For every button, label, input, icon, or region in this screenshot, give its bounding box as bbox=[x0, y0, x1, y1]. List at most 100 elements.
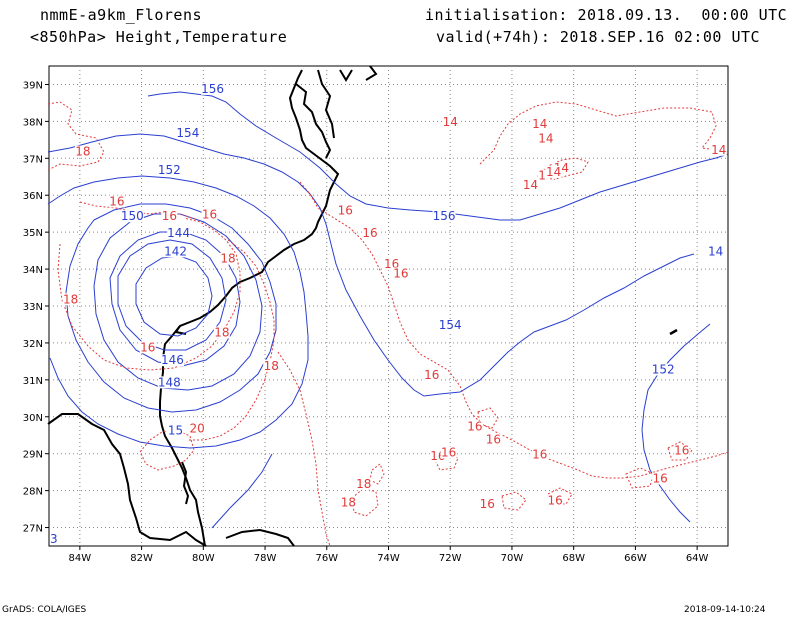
height-contour-label: 148 bbox=[158, 375, 181, 389]
height-labels: 156 154 152 150 144 142 146 148 15 156 154 152 14 bbox=[120, 82, 724, 437]
temperature-contour-label: 16 bbox=[109, 194, 124, 208]
temperature-contour-label: 18 bbox=[356, 477, 371, 491]
height-contour-label-bg bbox=[120, 210, 144, 223]
temperature-contour-label: 20 bbox=[190, 422, 205, 436]
temp-contour-18-east bbox=[188, 239, 275, 441]
height-contour-152 bbox=[47, 175, 309, 449]
height-contour-label: 150 bbox=[121, 209, 144, 223]
lon-tick-label: 68W bbox=[562, 553, 585, 564]
temperature-contour-label: 14 bbox=[523, 178, 538, 192]
temp-contour-16-isl-2 bbox=[433, 451, 459, 471]
temperature-contour-label: 14 bbox=[538, 132, 553, 146]
temperature-contour-label-bg bbox=[213, 326, 230, 339]
temperature-contour-label-bg bbox=[161, 210, 178, 223]
height-contour-label-bg bbox=[651, 363, 675, 376]
temperature-contour-label: 16 bbox=[486, 433, 501, 447]
lon-tick-label: 80W bbox=[192, 553, 215, 564]
temperature-contour-label: 16 bbox=[467, 420, 482, 434]
height-contour-156 bbox=[147, 91, 729, 221]
height-contour-154 bbox=[47, 133, 695, 397]
height-contour-152-east bbox=[641, 323, 711, 523]
height-contour-label: 152 bbox=[652, 362, 675, 376]
temperature-contour-label-bg bbox=[337, 204, 354, 217]
temperature-contour-label-bg bbox=[531, 448, 548, 461]
height-contour-label: 154 bbox=[176, 126, 199, 140]
temperature-contour-label-bg bbox=[537, 132, 554, 145]
temperature-contour-label: 18 bbox=[341, 495, 356, 509]
lon-tick-label: 72W bbox=[439, 553, 462, 564]
lon-tick-label: 76W bbox=[315, 553, 338, 564]
temperature-contour-label-bg bbox=[479, 498, 496, 511]
lat-tick-label: 32N bbox=[23, 339, 43, 350]
temperature-contour-label-bg bbox=[652, 472, 669, 485]
height-contour-label-bg bbox=[157, 376, 181, 389]
temperature-contour-label-bg bbox=[340, 496, 357, 509]
lat-tick-label: 31N bbox=[23, 376, 43, 387]
temperature-contour-label-bg bbox=[423, 369, 440, 381]
temperature-contour-label-bg bbox=[201, 208, 218, 221]
temperature-contour-label: 18 bbox=[264, 359, 279, 373]
temperature-contour-label-bg bbox=[392, 267, 409, 280]
coastline bbox=[47, 65, 678, 547]
field-description: <850hPa> Height,Temperature bbox=[30, 28, 288, 46]
height-contour-label-bg bbox=[160, 354, 184, 367]
lat-tick-label: 27N bbox=[23, 524, 43, 535]
temperature-contour-label: 16 bbox=[424, 368, 439, 382]
temperature-contour-label: 16 bbox=[162, 209, 177, 223]
lat-tick-label: 35N bbox=[23, 228, 43, 239]
lat-tick-label: 36N bbox=[23, 191, 43, 202]
lon-tick-label: 66W bbox=[624, 553, 647, 564]
temperature-contour-label: 14 bbox=[532, 117, 547, 131]
temp-contour-16-coast bbox=[299, 181, 729, 479]
lat-tick-label: 29N bbox=[23, 450, 43, 461]
temp-contour-16-isl-4 bbox=[547, 487, 573, 505]
temperature-contour-label: 16 bbox=[338, 204, 353, 218]
lon-tick-label: 82W bbox=[130, 553, 153, 564]
temp-contour-18-core bbox=[57, 217, 241, 371]
temperature-contour-label: 16 bbox=[393, 266, 408, 280]
initialisation-time: initialisation: 2018.09.13. 00:00 UTC bbox=[425, 6, 788, 24]
temperature-contour-label: 18 bbox=[214, 326, 229, 340]
height-contour-144 bbox=[117, 239, 227, 351]
lat-tick-label: 28N bbox=[23, 487, 43, 498]
temperature-contour-label-bg bbox=[139, 341, 156, 354]
temperature-contour-label-bg bbox=[485, 433, 502, 446]
temperature-labels: 1816161618181816182014141414141414141616… bbox=[62, 115, 727, 511]
temperature-contour-label-bg bbox=[440, 446, 457, 459]
temperature-contour-label-bg bbox=[547, 494, 564, 507]
temp-contour-18-nw bbox=[47, 101, 105, 171]
height-contour-142 bbox=[135, 255, 213, 337]
temperature-contour-label-bg bbox=[710, 143, 727, 156]
lon-tick-label: 70W bbox=[501, 553, 524, 564]
height-contour-label-bg bbox=[707, 245, 724, 258]
temperature-contour-label-bg bbox=[189, 422, 206, 435]
lon-tick-label: 84W bbox=[69, 553, 92, 564]
temperature-contour-label-bg bbox=[108, 195, 125, 208]
temperature-contour-label-bg bbox=[545, 165, 562, 178]
height-contour-label-bg bbox=[167, 226, 191, 239]
temperature-contour-label-bg bbox=[673, 444, 690, 457]
lon-tick-label: 78W bbox=[254, 553, 277, 564]
model-name: nmmE-a9km_Florens bbox=[40, 6, 203, 24]
temp-contour-16-isl-3 bbox=[501, 491, 527, 511]
height-contour-label-bg bbox=[176, 127, 200, 140]
temperature-contour-label: 18 bbox=[63, 292, 78, 306]
height-contour-label: 15 bbox=[168, 423, 183, 437]
valid-time: valid(+74h): 2018.SEP.16 02:00 UTC bbox=[436, 28, 761, 46]
height-contour-146 bbox=[109, 231, 241, 367]
corner-mark: 3 bbox=[50, 532, 58, 546]
temperature-contour-label: 16 bbox=[140, 340, 155, 354]
temp-contour-16-isl-5 bbox=[625, 467, 655, 489]
temperature-contour-label: 16 bbox=[441, 446, 456, 460]
temperature-contour-label: 14 bbox=[443, 115, 458, 129]
lat-tick-label: 37N bbox=[23, 154, 43, 165]
lon-tick-label: 64W bbox=[686, 553, 709, 564]
temperature-contour-label: 14 bbox=[546, 165, 561, 179]
height-contour-label: 152 bbox=[158, 163, 181, 177]
temperature-contour-label-bg bbox=[263, 359, 280, 372]
height-contour-154-south bbox=[211, 453, 273, 529]
height-contour-label-bg bbox=[164, 245, 188, 258]
lat-tick-label: 33N bbox=[23, 302, 43, 313]
temperature-contour-label-bg bbox=[531, 117, 548, 130]
lat-tick-label: 38N bbox=[23, 117, 43, 128]
